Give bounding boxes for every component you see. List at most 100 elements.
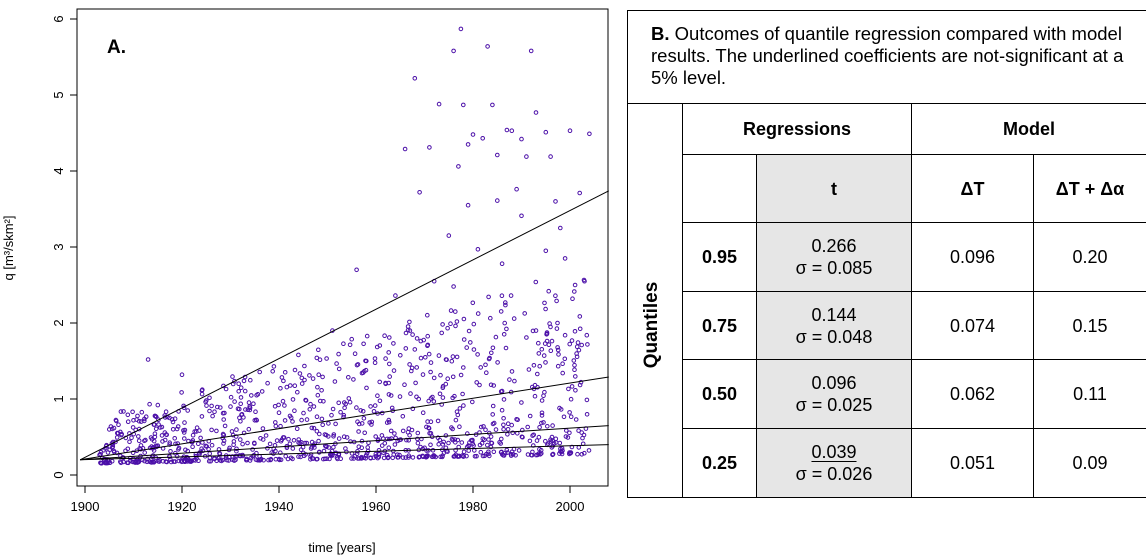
data-point: [385, 455, 391, 461]
data-point: [343, 401, 349, 407]
data-point: [424, 448, 429, 453]
data-point: [502, 320, 508, 326]
data-point: [441, 439, 447, 445]
data-point: [190, 432, 196, 438]
data-point: [507, 377, 512, 382]
data-point: [543, 248, 549, 254]
quantiles-label: Quantiles: [641, 281, 662, 369]
data-point: [112, 449, 117, 455]
data-point: [499, 293, 505, 299]
data-point: [296, 440, 301, 445]
data-point: [484, 370, 489, 376]
data-point: [159, 433, 165, 438]
y-tick-label: 4: [51, 167, 66, 174]
t-value-not-significant: 0.039: [811, 442, 857, 462]
data-point: [214, 428, 219, 434]
data-point: [167, 442, 172, 447]
data-point: [428, 369, 433, 375]
data-point: [490, 412, 496, 417]
data-point: [510, 430, 516, 436]
data-point: [278, 457, 284, 463]
data-point: [505, 432, 510, 437]
data-point: [248, 455, 254, 461]
data-point: [118, 459, 123, 465]
data-point: [488, 444, 494, 450]
data-point: [522, 311, 528, 316]
data-point: [252, 441, 257, 446]
data-point: [545, 424, 550, 429]
data-point: [136, 434, 141, 439]
data-point: [200, 387, 205, 393]
data-point: [343, 446, 348, 451]
data-point: [336, 400, 342, 406]
data-point: [358, 408, 364, 413]
y-axis-label: q [m³/skm²]: [1, 216, 16, 281]
data-point: [415, 430, 421, 436]
data-point: [163, 459, 169, 464]
data-point: [152, 431, 158, 437]
data-point: [410, 332, 415, 337]
data-point: [573, 417, 579, 422]
data-point: [587, 131, 592, 137]
data-point: [514, 417, 519, 422]
data-point: [209, 403, 214, 409]
data-point: [568, 414, 574, 420]
data-point: [482, 453, 488, 459]
data-point: [402, 146, 408, 152]
data-point: [403, 455, 409, 460]
data-point: [209, 427, 214, 433]
data-point: [428, 442, 433, 448]
data-point: [486, 437, 491, 442]
data-point: [548, 324, 553, 330]
data-point: [520, 427, 525, 433]
data-point: [440, 322, 445, 327]
data-point: [113, 439, 118, 445]
data-point: [362, 368, 367, 374]
data-point: [151, 459, 156, 465]
t-coefficient: 0.144 σ = 0.048: [757, 292, 911, 359]
data-point: [379, 433, 385, 438]
data-point: [319, 416, 325, 422]
data-point: [440, 395, 446, 400]
data-point: [398, 353, 403, 358]
data-point: [405, 327, 411, 333]
data-point: [182, 436, 187, 441]
data-point: [154, 414, 159, 420]
data-point: [151, 438, 157, 444]
data-point: [397, 394, 403, 399]
data-point: [520, 434, 525, 440]
data-point: [246, 426, 252, 432]
data-point: [405, 429, 411, 435]
data-point: [200, 448, 206, 454]
data-point: [221, 441, 226, 446]
data-point: [532, 382, 538, 388]
data-point: [503, 302, 508, 308]
data-point: [315, 392, 321, 398]
data-point: [292, 408, 297, 414]
data-point: [357, 456, 362, 461]
data-point: [488, 315, 493, 321]
data-point: [361, 341, 366, 347]
data-point: [449, 358, 455, 364]
data-point: [576, 347, 582, 353]
data-point: [243, 407, 248, 412]
data-point: [369, 422, 374, 427]
data-point: [298, 454, 303, 460]
data-point: [247, 407, 253, 413]
data-point: [295, 389, 300, 395]
data-point: [311, 425, 317, 431]
data-point: [383, 356, 388, 361]
data-point: [299, 417, 304, 423]
data-point: [145, 357, 151, 362]
data-point: [266, 457, 271, 463]
data-point: [531, 443, 536, 448]
data-point: [400, 455, 406, 460]
data-point: [375, 455, 381, 461]
data-point: [568, 396, 574, 402]
data-point: [298, 447, 304, 453]
data-point: [331, 444, 336, 450]
data-point: [341, 434, 347, 440]
data-point: [348, 439, 353, 444]
data-point: [432, 453, 437, 459]
data-point: [543, 438, 548, 444]
